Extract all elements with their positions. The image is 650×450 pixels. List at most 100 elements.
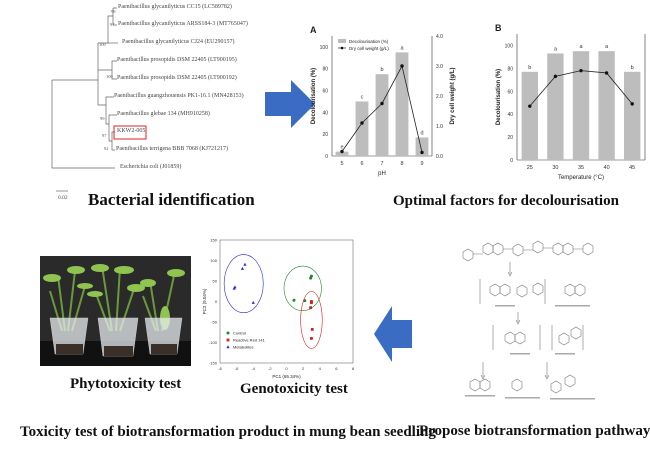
mung-bean-seedling-photo [40, 256, 191, 366]
left-arrow-icon [374, 306, 412, 362]
y-axis-label: PC2 (9.04%) [202, 288, 207, 314]
right-arrow-icon [265, 80, 315, 128]
taxon-label: Escherichia coli (J01859) [120, 164, 182, 170]
bar-decolourisation [415, 137, 429, 156]
y-tick-label: 0 [215, 299, 218, 304]
y-tick-label: -50 [211, 320, 218, 325]
line-point [420, 150, 424, 155]
x-axis-label: PC1 (65.34%) [272, 374, 301, 379]
bar-decolourisation [395, 52, 409, 157]
taxon-label-kkw2-005: KKW2-005 [117, 128, 146, 134]
significance-letter: b [631, 65, 634, 71]
panel-label: B [495, 23, 502, 33]
scale-bar-label: 0.02 [58, 195, 68, 201]
significance-letter: a [579, 44, 583, 50]
x-tick-label: 8 [352, 366, 355, 371]
y-tick-label: 150 [210, 238, 217, 243]
line-point [630, 102, 634, 106]
bar-decolourisation [355, 101, 369, 156]
point-reactive-red [310, 327, 314, 331]
x-tick-label: 6 [360, 161, 363, 167]
bar-decolourisation [521, 71, 538, 160]
phylogenetic-tree [51, 7, 147, 192]
x-tick-label: 35 [578, 165, 584, 171]
x-tick-label: 40 [604, 165, 610, 171]
caption-optimal-factors: Optimal factors for decolourisation [393, 193, 619, 209]
x-axis-label: pH [378, 171, 386, 177]
y-tick-label: 80 [507, 66, 513, 72]
line-point [340, 149, 344, 154]
point-reactive-red [309, 306, 313, 310]
x-axis-label: Temperature (°C) [558, 175, 604, 181]
taxon-label: Paenibacillus glycanilyticus ARSS184-3 (… [118, 21, 248, 27]
x-tick-label: -4 [251, 366, 255, 371]
biotransformation-pathway-diagram [462, 240, 595, 400]
kkw2-005-highlight-box [113, 125, 147, 140]
bar-decolourisation [375, 74, 389, 156]
y-tick-label: 80 [322, 67, 328, 73]
x-tick-label: 4 [319, 366, 322, 371]
y2-tick-label: 4.0 [436, 34, 443, 40]
y-tick-label: 100 [210, 258, 217, 263]
legend-label: Control [233, 331, 246, 336]
bar-decolourisation [598, 51, 615, 160]
y-axis-label: Decolourisation (%) [311, 68, 317, 124]
significance-letter: a [605, 44, 609, 50]
taxon-label: Paenibacillus glebae 134 (MH910258) [117, 111, 210, 117]
x-tick-label: 5 [340, 161, 343, 167]
caption-toxicity-test: Toxicity test of biotransformation produ… [20, 424, 436, 440]
x-tick-label: 9 [420, 161, 423, 167]
x-tick-label: 8 [400, 161, 403, 167]
caption-phytotoxicity: Phytotoxicity test [70, 376, 182, 392]
significance-letter: d [420, 130, 423, 136]
y-tick-label: 60 [322, 89, 328, 95]
cluster-ellipse [283, 265, 322, 311]
point-metabolites [243, 262, 247, 266]
x-tick-label: 2 [302, 366, 305, 371]
x-tick-label: 25 [527, 165, 533, 171]
y2-tick-label: 0.0 [436, 154, 443, 160]
caption-genotoxicity: Genotoxicity test [240, 381, 348, 397]
pca-genotoxicity-plot: -8 -6 -4 -2 0 2 4 6 8 -150 -100 -50 0 50 100 150 PC1 (65… [202, 238, 355, 380]
y-tick-label: 40 [507, 112, 513, 118]
line-point [400, 64, 404, 68]
line-point [360, 121, 364, 125]
legend-bar-swatch [338, 39, 346, 43]
caption-bacterial-identification: Bacterial identification [88, 190, 255, 209]
x-tick-label: 6 [335, 366, 338, 371]
y-tick-label: 40 [322, 110, 328, 116]
y-tick-label: 0 [510, 158, 513, 164]
y2-tick-label: 1.0 [436, 124, 443, 130]
bootstrap-value: 97 [102, 133, 107, 138]
y-tick-label: 60 [507, 89, 513, 95]
significance-letter: a [554, 46, 558, 52]
line-point [380, 101, 384, 106]
line-point [528, 104, 532, 108]
y-tick-label: 0 [325, 154, 328, 160]
y-tick-label: 20 [507, 135, 513, 141]
bootstrap-value: 92 [104, 146, 109, 151]
point-reactive-red [310, 337, 313, 340]
y-tick-label: 100 [505, 43, 514, 49]
taxon-label: Paenibacillus prosopidis DSM 22405 (LT90… [117, 75, 237, 81]
y-tick-label: -100 [209, 340, 218, 345]
y-tick-label: 20 [322, 132, 328, 138]
bar-decolourisation [547, 53, 564, 160]
x-tick-label: 30 [552, 165, 558, 171]
significance-letter: c [361, 94, 364, 100]
bootstrap-value: 99 [100, 116, 105, 121]
point-control [292, 298, 296, 302]
x-tick-label: -6 [235, 366, 239, 371]
line-point [579, 68, 583, 73]
legend-swatch [226, 331, 230, 335]
x-tick-label: -2 [268, 366, 272, 371]
bootstrap-value: 100 [99, 42, 106, 47]
point-control [309, 276, 313, 280]
legend-point-swatch [340, 46, 344, 50]
taxon-label: Paenibacillus glycanilyticus CJ24 (EU290… [122, 39, 235, 45]
x-tick-label: 45 [629, 165, 635, 171]
caption-biotransformation-pathway: Propose biotransformation pathway [419, 423, 650, 439]
y-tick-label: -150 [209, 361, 218, 366]
point-metabolites [240, 266, 245, 270]
x-tick-label: 0 [285, 366, 288, 371]
